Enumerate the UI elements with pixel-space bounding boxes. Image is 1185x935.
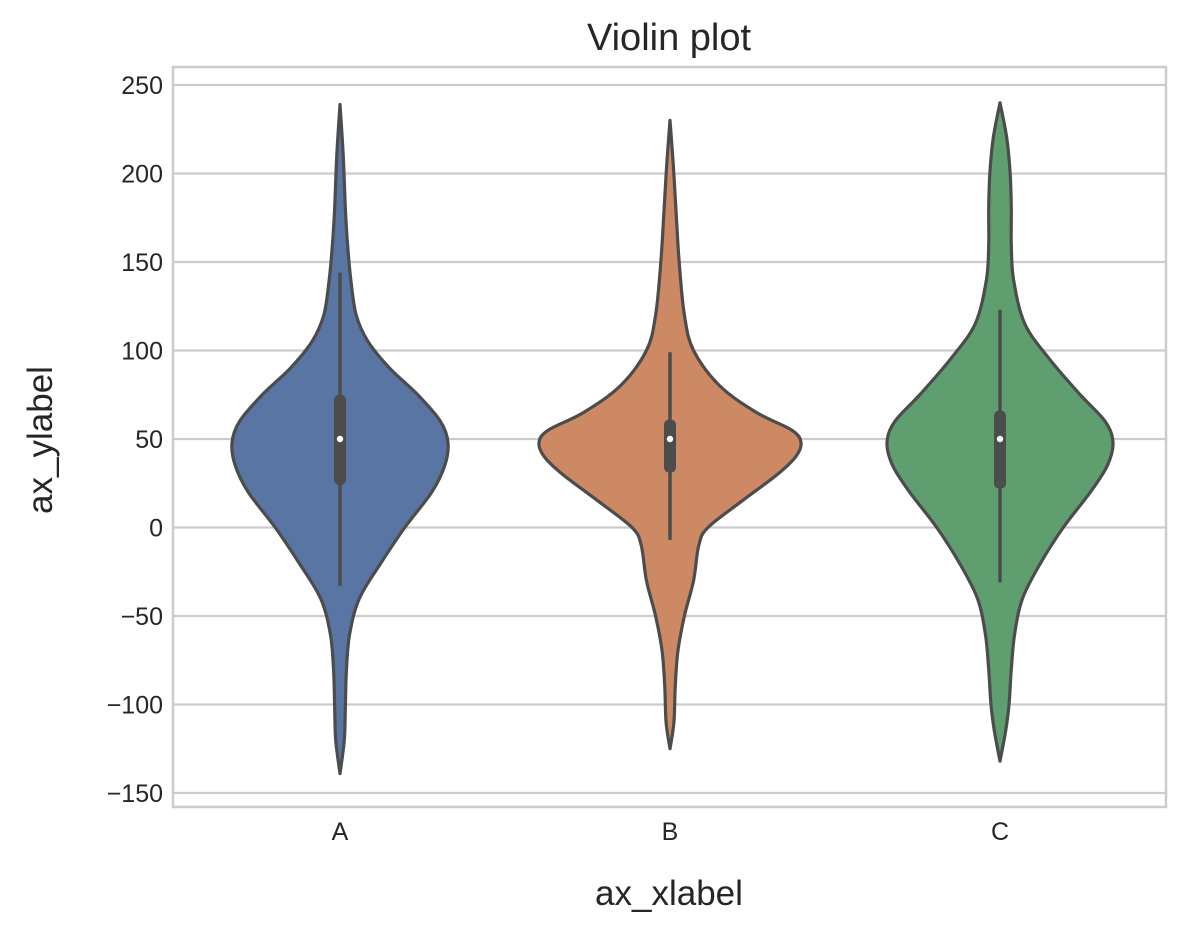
- x-axis-label: ax_xlabel: [595, 874, 743, 913]
- violin-iqr-box-c: [994, 410, 1006, 489]
- plot-frame: [171, 65, 1168, 809]
- y-tick-label: 250: [121, 72, 163, 100]
- y-tick-label: 150: [121, 249, 163, 277]
- violins: [230, 101, 1115, 776]
- y-tick-label: 50: [135, 426, 163, 454]
- y-axis-label: ax_ylabel: [21, 366, 60, 514]
- y-tick-label: −150: [107, 780, 163, 808]
- y-tick-labels: −150 −100 −50 0 50 100 150 200 250: [107, 72, 163, 808]
- y-tick-label: −50: [121, 603, 163, 631]
- y-tick-label: 100: [121, 338, 163, 366]
- y-tick-label: 200: [121, 161, 163, 189]
- violin-median-a: [336, 435, 344, 443]
- x-tick-label: A: [332, 818, 349, 846]
- x-tick-label: C: [991, 818, 1009, 846]
- x-tick-labels: A B C: [332, 818, 1009, 846]
- violin-median-b: [666, 435, 674, 443]
- x-tick-label: B: [662, 818, 679, 846]
- y-tick-label: 0: [149, 515, 163, 543]
- y-tick-label: −100: [107, 692, 163, 720]
- violin-median-c: [996, 435, 1004, 443]
- violin-iqr-box-b: [664, 419, 676, 473]
- chart-title: Violin plot: [587, 17, 752, 59]
